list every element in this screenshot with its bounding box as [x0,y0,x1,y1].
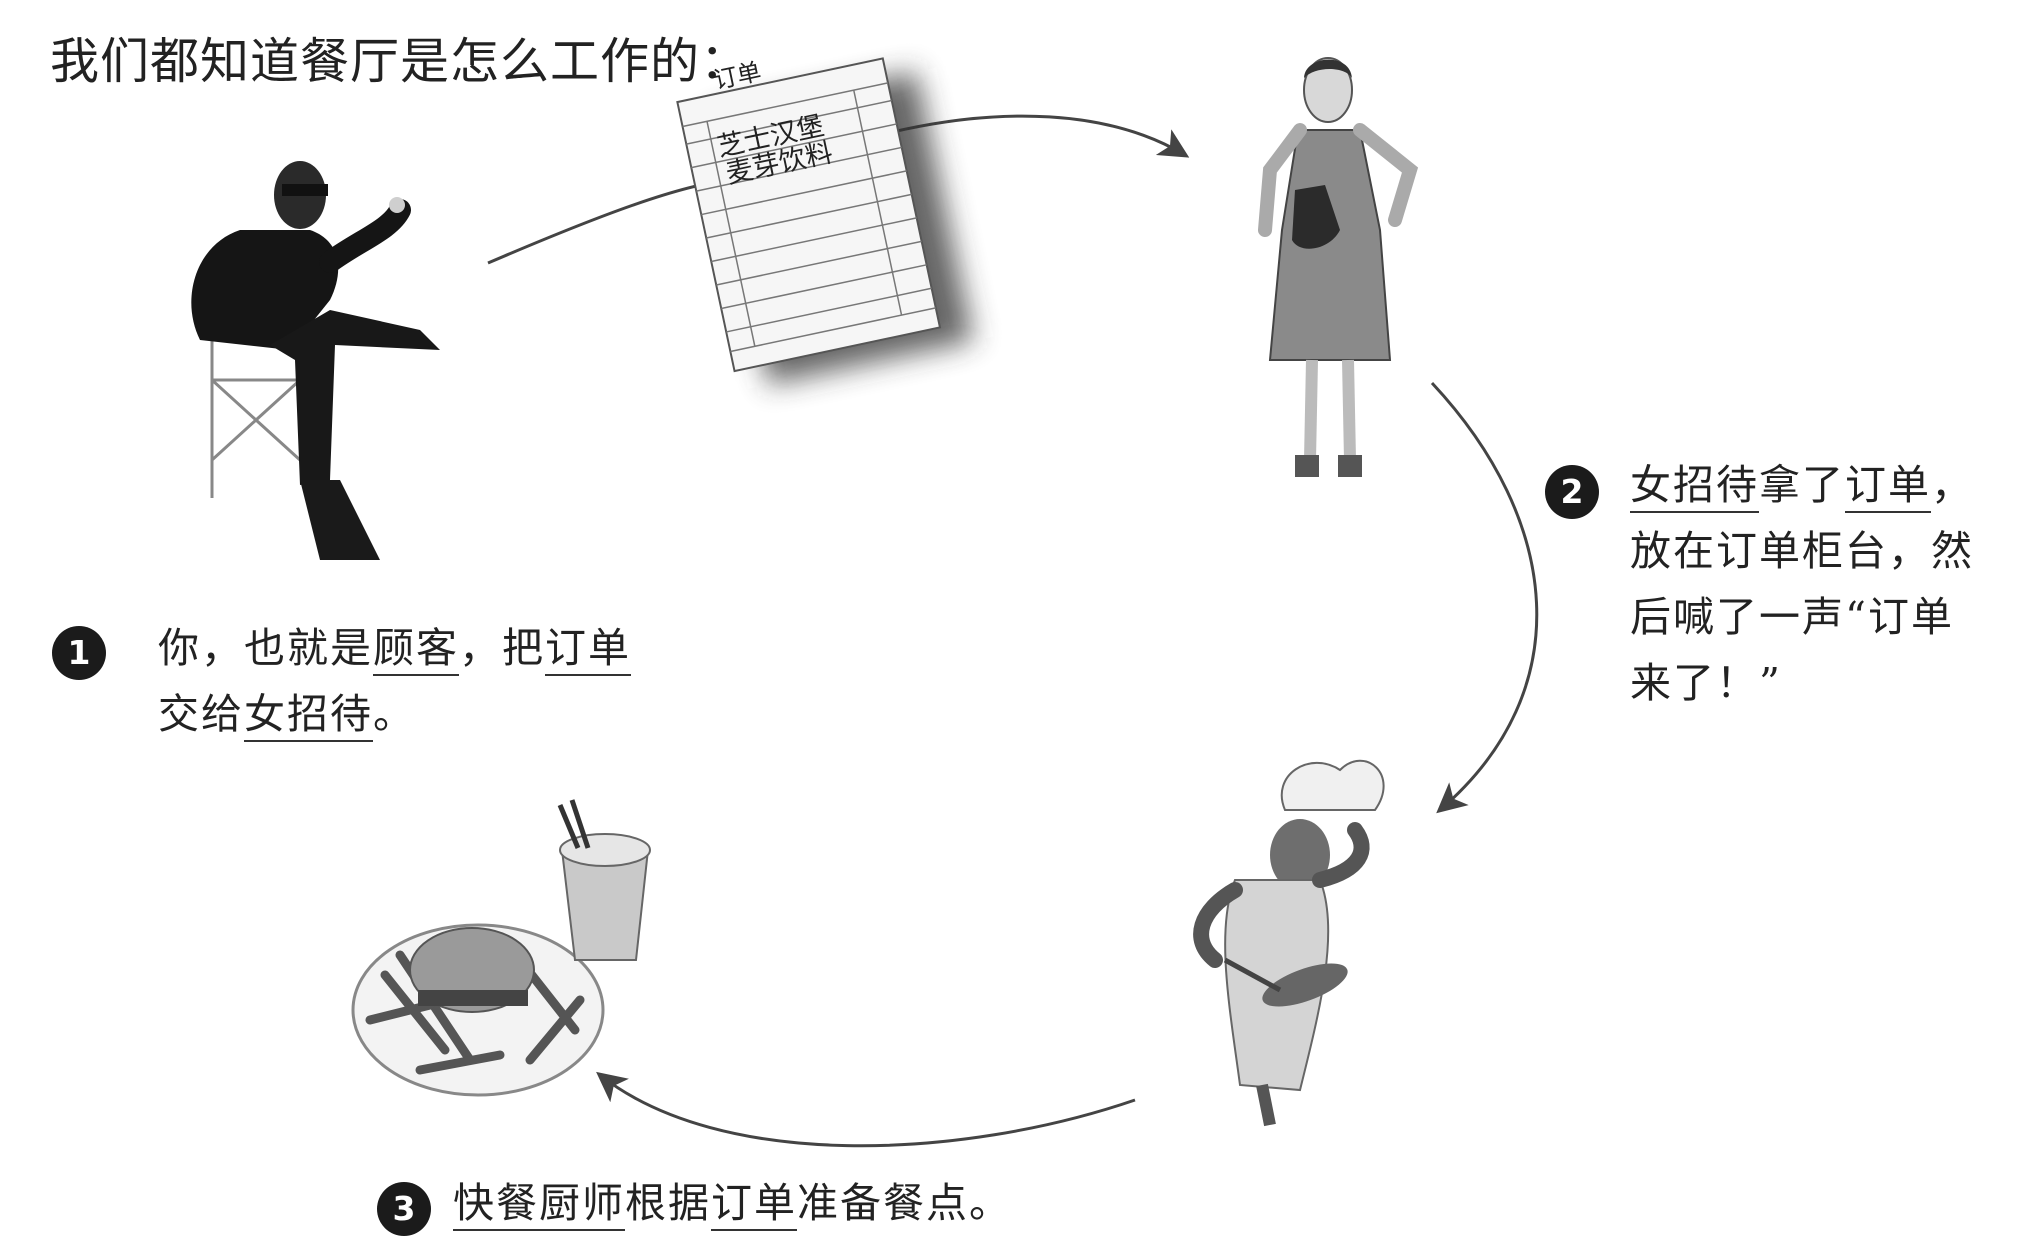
caption-text: 顾客 [373,624,459,676]
caption-line: 交给女招待。 [158,681,631,747]
caption-text: 女招待 [1630,461,1759,513]
caption-text: 准备餐点。 [797,1179,1012,1227]
arrow-waitress-to-cook [1430,381,1539,814]
order-ticket: 订单 芝士汉堡 麦芽饮料 [676,57,974,385]
arrow-customer-to-waitress [487,178,731,265]
caption-text: 订单 [545,624,631,676]
caption-line: 放在订单柜台，然 [1630,518,1974,584]
caption-text: 女招待 [244,690,373,742]
step-caption: 你，也就是顾客，把订单 交给女招待。 [158,615,631,747]
caption-text: 你，也就是 [158,624,373,672]
caption-text: 根据 [625,1179,711,1227]
caption-text: 订单 [1845,461,1931,513]
caption-line: 女招待拿了订单， [1630,452,1974,518]
step-number-badge: 1 [52,626,106,680]
caption-text: 。 [373,690,416,738]
caption-text: ，把 [459,624,545,672]
caption-line: 来了！” [1630,650,1974,716]
customer-figure [191,161,440,560]
waitress-figure [1258,57,1419,477]
caption-text: 拿了 [1759,461,1845,509]
step-caption: 快餐厨师根据订单准备餐点。 [453,1170,1012,1236]
step-number-badge: 3 [377,1182,431,1236]
page-title: 我们都知道餐厅是怎么工作的： [50,33,751,90]
cook-figure [1193,759,1385,1127]
meal-plate [351,799,651,1097]
caption-text: 来了！” [1630,659,1782,707]
step-number-badge: 2 [1545,465,1599,519]
caption-text: 放在订单柜台，然 [1630,527,1974,575]
caption-line: 后喊了一声“订单 [1630,584,1974,650]
caption-line: 你，也就是顾客，把订单 [158,615,631,681]
caption-text: 后喊了一声“订单 [1630,593,1954,641]
arrow-cook-to-meal [596,1071,1136,1148]
step-caption: 女招待拿了订单， 放在订单柜台，然 后喊了一声“订单 来了！” [1630,452,1974,716]
caption-line: 快餐厨师根据订单准备餐点。 [453,1170,1012,1236]
caption-text: 交给 [158,690,244,738]
caption-text: 订单 [711,1179,797,1231]
caption-text: ， [1931,461,1974,509]
caption-text: 快餐厨师 [453,1179,625,1231]
